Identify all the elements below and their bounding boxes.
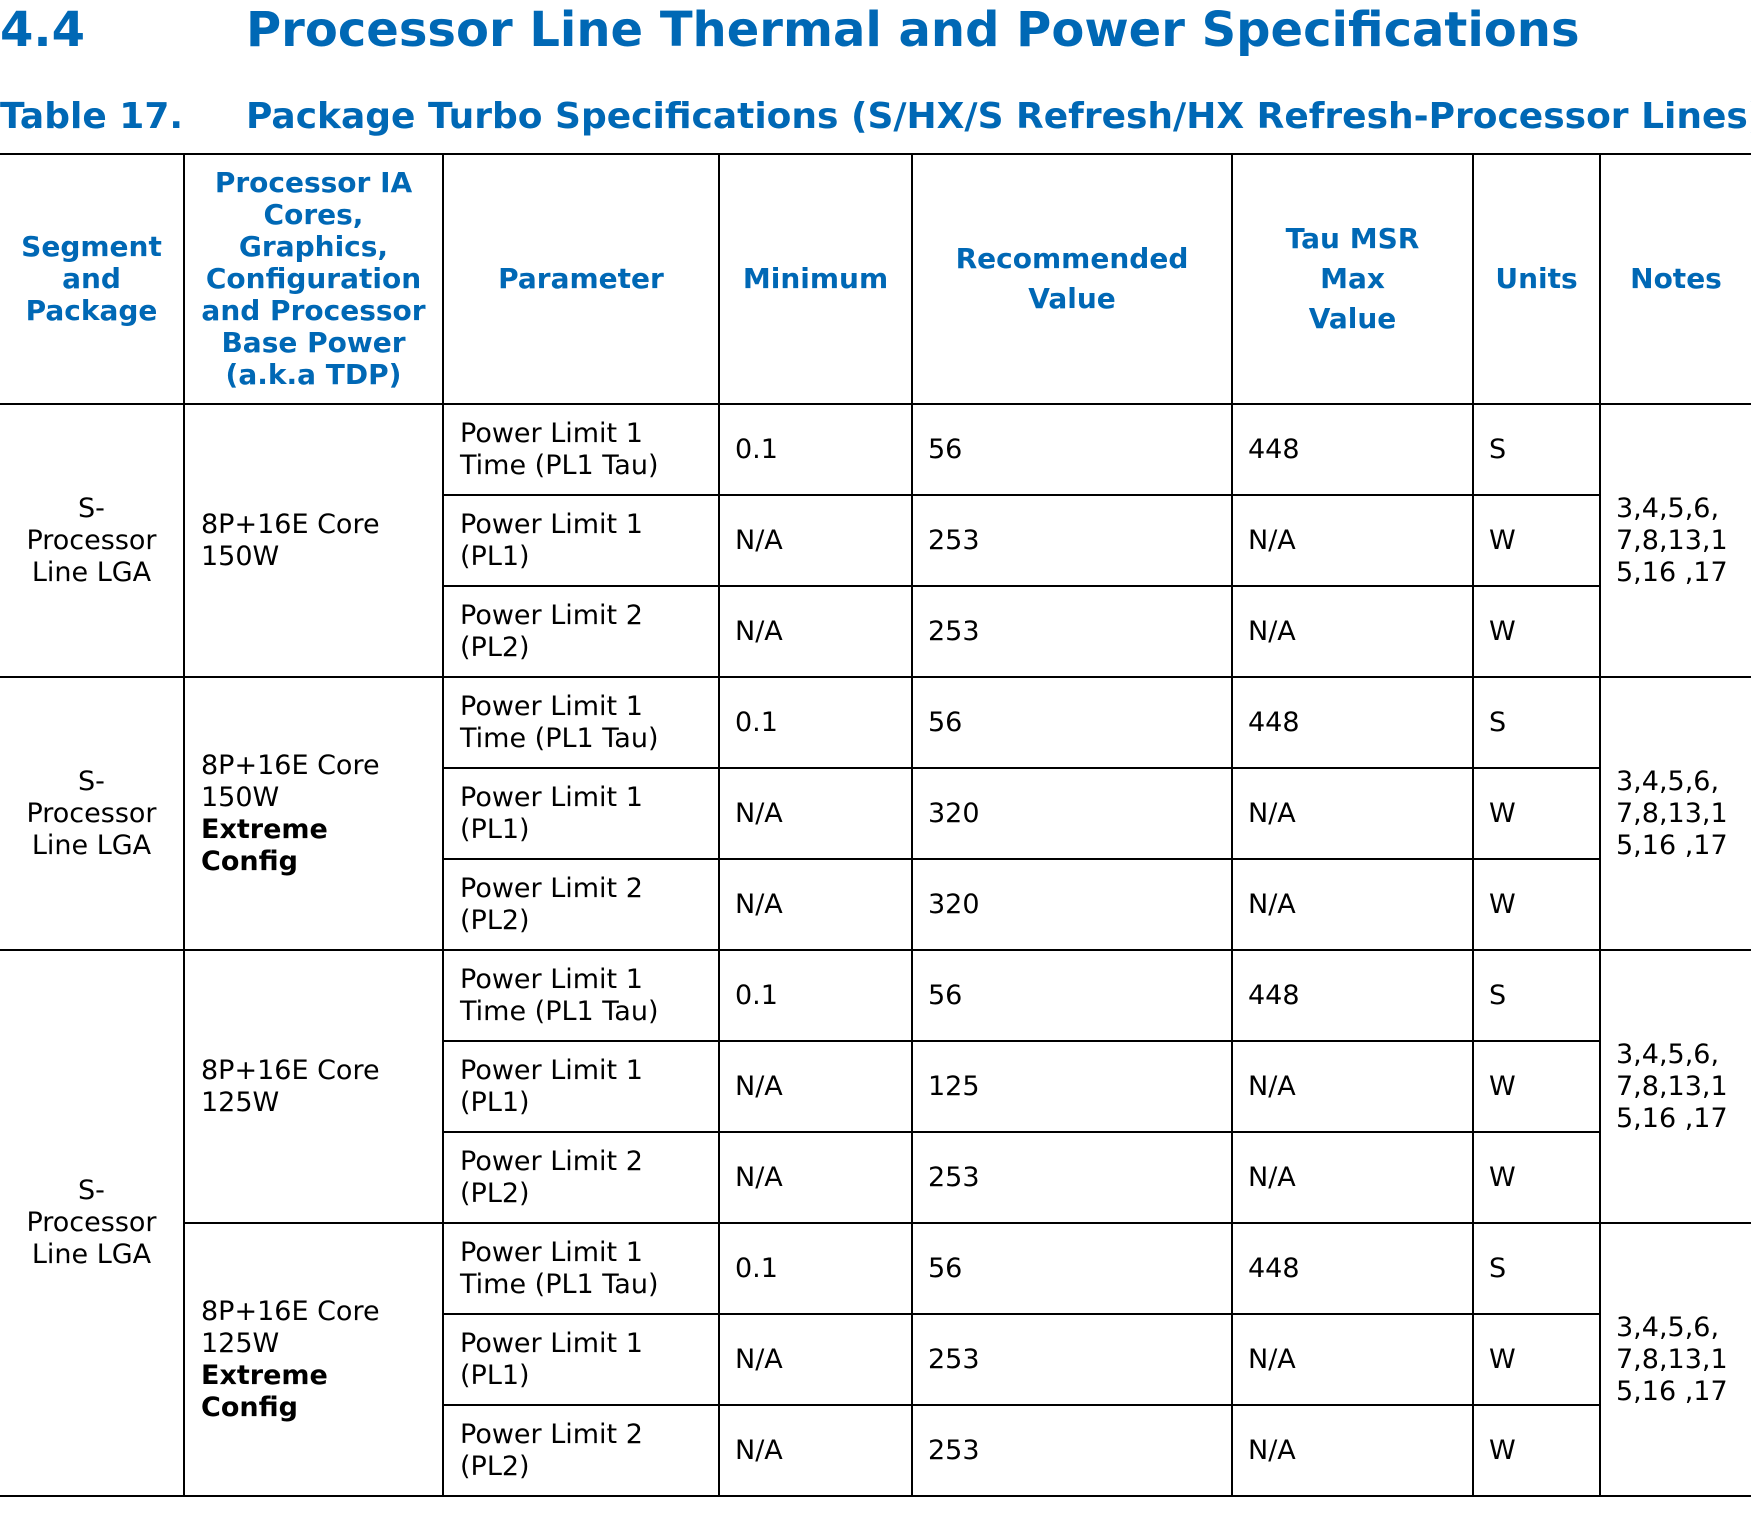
segment-cell: S- Processor Line LGA [0, 676, 185, 951]
parameter-cell: Power Limit 1 Time (PL1 Tau) [442, 949, 720, 1042]
recommended-cell: 56 [911, 676, 1233, 769]
tau-cell: N/A [1231, 1404, 1474, 1497]
table-row: S- Processor Line LGA 8P+16E Core 125W Power … [0, 949, 1751, 1497]
header-parameter: Parameter [442, 153, 720, 405]
section-heading: 4.4 Processor Line Thermal and Power Spe… [0, 0, 1751, 60]
minimum-cell: 0.1 [718, 949, 913, 1042]
parameter-cell: Power Limit 1 (PL1) [442, 494, 720, 587]
units-cell: W [1472, 858, 1601, 951]
tau-cell: N/A [1231, 494, 1474, 587]
parameter-cell: Power Limit 1 Time (PL1 Tau) [442, 676, 720, 769]
header-notes: Notes [1599, 153, 1751, 405]
units-cell: W [1472, 1313, 1601, 1406]
tau-cell: N/A [1231, 585, 1474, 678]
notes-cell: 3,4,5,6, 7,8,13,1 5,16 ,17 [1599, 1222, 1751, 1497]
recommended-cell: 125 [911, 1040, 1233, 1133]
recommended-cell: 253 [911, 1404, 1233, 1497]
minimum-cell: 0.1 [718, 676, 913, 769]
table-row: 8P+16E Core 125W Extreme Config Power Limit … [0, 1222, 1751, 1497]
table-row: Power Limit 2 (PL2) N/A 320 N/A W [0, 858, 1751, 951]
table-title: Package Turbo Specifications (S/HX/S Ref… [246, 96, 1751, 137]
tau-cell: N/A [1231, 858, 1474, 951]
config-cell: 8P+16E Core 125W [183, 949, 444, 1224]
header-recommended: Recommended Value [911, 153, 1233, 405]
units-cell: S [1472, 676, 1601, 769]
header-tau: Tau MSR Max Value [1231, 153, 1474, 405]
recommended-cell: 56 [911, 403, 1233, 496]
table-row: Power Limit 1 (PL1) N/A 320 N/A W [0, 767, 1751, 860]
units-cell: S [1472, 949, 1601, 1042]
table-caption: Table 17. Package Turbo Specifications (… [0, 93, 1751, 141]
units-cell: W [1472, 585, 1601, 678]
minimum-cell: 0.1 [718, 403, 913, 496]
segment-cell: S- Processor Line LGA [0, 403, 185, 678]
units-cell: S [1472, 403, 1601, 496]
parameter-cell: Power Limit 1 Time (PL1 Tau) [442, 403, 720, 496]
header-segment: Segment and Package [0, 153, 185, 405]
parameter-cell: Power Limit 2 (PL2) [442, 858, 720, 951]
config-cell: 8P+16E Core 150W [183, 403, 444, 678]
table-row: S- Processor Line LGA 8P+16E Core 150W Extrem… [0, 676, 1751, 951]
minimum-cell: 0.1 [718, 1222, 913, 1315]
table-row: Power Limit 1 (PL1) N/A 253 N/A W [0, 494, 1751, 587]
recommended-cell: 320 [911, 767, 1233, 860]
recommended-cell: 320 [911, 858, 1233, 951]
table-row: Power Limit 1 (PL1) N/A 125 N/A W [0, 1040, 1751, 1133]
config-cell: 8P+16E Core 125W Extreme Config [183, 1222, 444, 1497]
units-cell: S [1472, 1222, 1601, 1315]
table-row: Power Limit 1 (PL1) N/A 253 N/A W [0, 1313, 1751, 1406]
parameter-cell: Power Limit 2 (PL2) [442, 1131, 720, 1224]
parameter-cell: Power Limit 1 Time (PL1 Tau) [442, 1222, 720, 1315]
tau-cell: N/A [1231, 1040, 1474, 1133]
tau-cell: N/A [1231, 767, 1474, 860]
table-label: Table 17. [0, 96, 184, 137]
units-cell: W [1472, 494, 1601, 587]
recommended-cell: 253 [911, 1313, 1233, 1406]
notes-cell: 3,4,5,6, 7,8,13,1 5,16 ,17 [1599, 676, 1751, 951]
header-config: Processor IA Cores, Graphics, Configurat… [183, 153, 444, 405]
recommended-cell: 253 [911, 494, 1233, 587]
recommended-cell: 56 [911, 949, 1233, 1042]
tau-cell: 448 [1231, 676, 1474, 769]
units-cell: W [1472, 767, 1601, 860]
units-cell: W [1472, 1040, 1601, 1133]
tau-cell: N/A [1231, 1313, 1474, 1406]
parameter-cell: Power Limit 1 (PL1) [442, 767, 720, 860]
package-turbo-spec-table: Segment and Package Processor IA Cores, … [0, 153, 1751, 1497]
minimum-cell: N/A [718, 1040, 913, 1133]
config-cell: 8P+16E Core 150W Extreme Config [183, 676, 444, 951]
tau-cell: N/A [1231, 1131, 1474, 1224]
minimum-cell: N/A [718, 1313, 913, 1406]
minimum-cell: N/A [718, 585, 913, 678]
recommended-cell: 253 [911, 1131, 1233, 1224]
table-row: S- Processor Line LGA 8P+16E Core 150W Power … [0, 403, 1751, 678]
tau-cell: 448 [1231, 1222, 1474, 1315]
minimum-cell: N/A [718, 1131, 913, 1224]
minimum-cell: N/A [718, 494, 913, 587]
parameter-cell: Power Limit 1 (PL1) [442, 1313, 720, 1406]
units-cell: W [1472, 1131, 1601, 1224]
minimum-cell: N/A [718, 858, 913, 951]
notes-cell: 3,4,5,6, 7,8,13,1 5,16 ,17 [1599, 403, 1751, 678]
recommended-cell: 253 [911, 585, 1233, 678]
section-title: Processor Line Thermal and Power Specifi… [246, 2, 1580, 58]
table-row: Power Limit 2 (PL2) N/A 253 N/A W [0, 1131, 1751, 1224]
tau-cell: 448 [1231, 403, 1474, 496]
parameter-cell: Power Limit 1 (PL1) [442, 1040, 720, 1133]
table-row: Power Limit 2 (PL2) N/A 253 N/A W [0, 1404, 1751, 1497]
header-minimum: Minimum [718, 153, 913, 405]
parameter-cell: Power Limit 2 (PL2) [442, 1404, 720, 1497]
header-units: Units [1472, 153, 1601, 405]
table-row: Power Limit 2 (PL2) N/A 253 N/A W [0, 585, 1751, 678]
units-cell: W [1472, 1404, 1601, 1497]
section-number: 4.4 [0, 2, 86, 58]
segment-cell: S- Processor Line LGA [0, 949, 185, 1497]
minimum-cell: N/A [718, 1404, 913, 1497]
notes-cell: 3,4,5,6, 7,8,13,1 5,16 ,17 [1599, 949, 1751, 1224]
tau-cell: 448 [1231, 949, 1474, 1042]
header-row: Segment and Package Processor IA Cores, … [0, 153, 1751, 405]
recommended-cell: 56 [911, 1222, 1233, 1315]
parameter-cell: Power Limit 2 (PL2) [442, 585, 720, 678]
minimum-cell: N/A [718, 767, 913, 860]
